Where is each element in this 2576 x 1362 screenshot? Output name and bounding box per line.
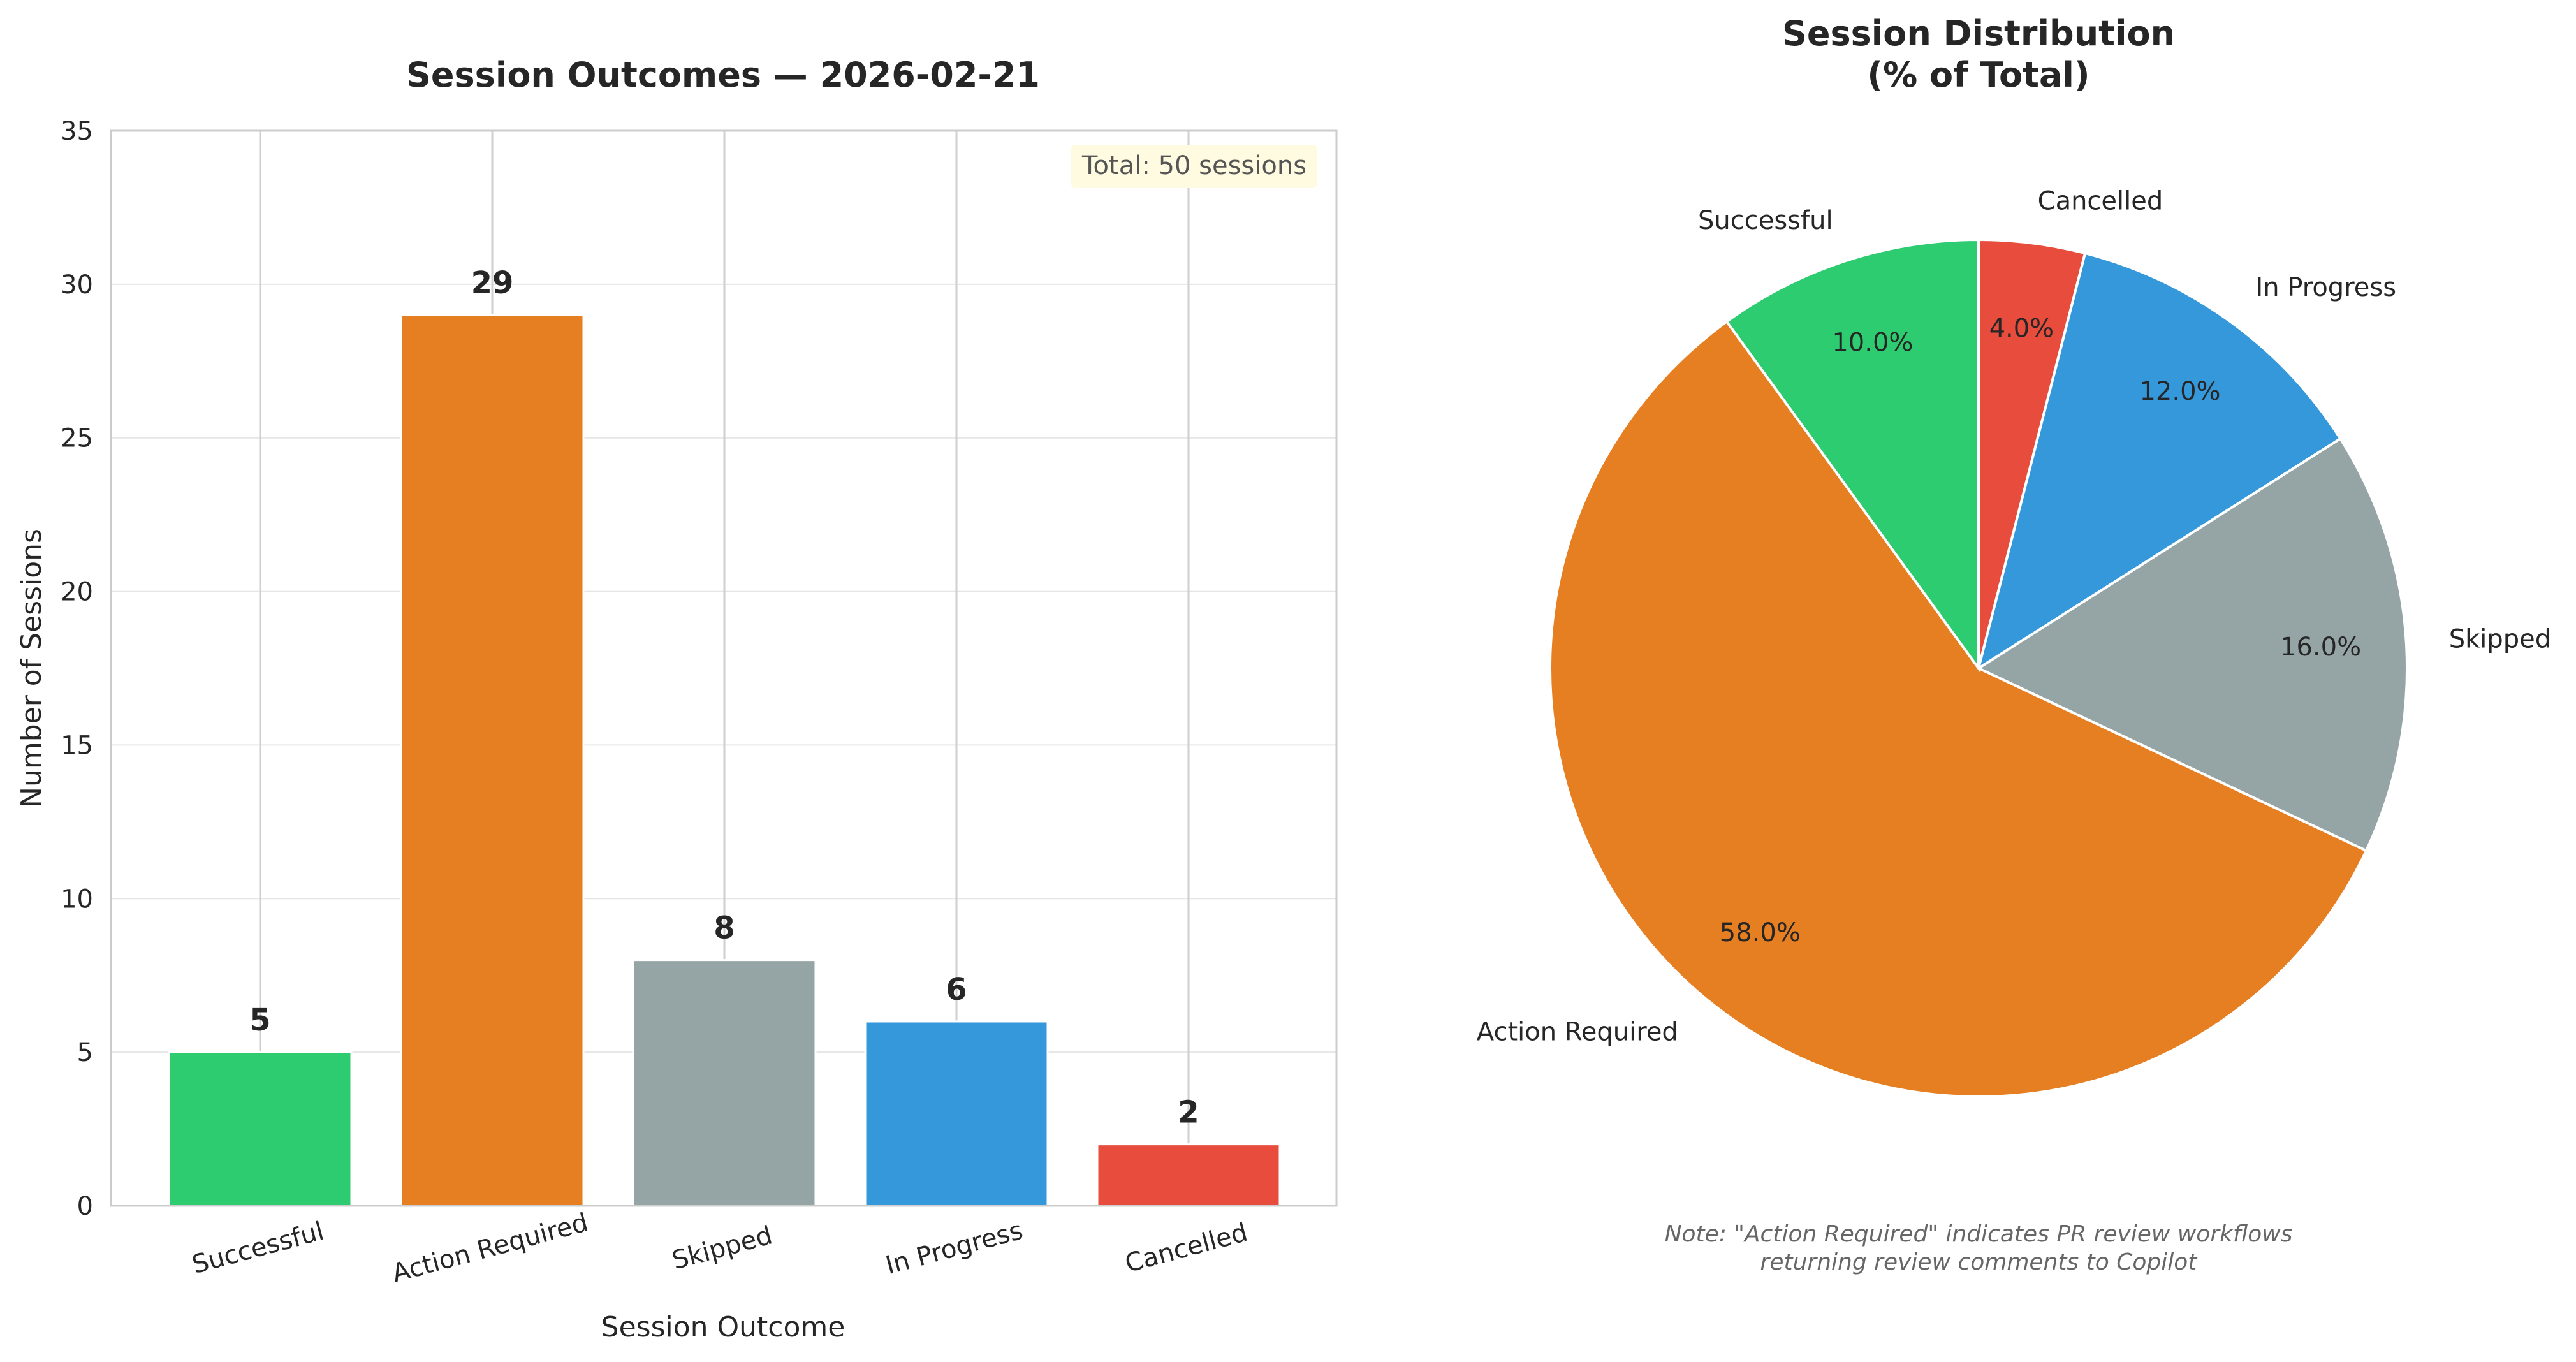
- x-tick-label-action-required: Action Required: [389, 1208, 591, 1288]
- pie-category-label-successful: Successful: [1698, 206, 1833, 235]
- pie-percent-label-cancelled: 4.0%: [1989, 314, 2054, 344]
- pie-chart-slices: [1549, 238, 2408, 1098]
- bar-cancelled: [1096, 1143, 1281, 1207]
- y-tick-label: 20: [61, 578, 93, 607]
- bar-chart-title: Session Outcomes — 2026-02-21: [406, 55, 1040, 95]
- bar-chart-panel: Session Outcomes — 2026-02-21 5 29 8 6 2 0 5 1…: [15, 55, 1338, 1344]
- y-tick-label: 5: [77, 1038, 93, 1067]
- pie-chart-note-line-2: returning review comments to Copilot: [1760, 1249, 2199, 1275]
- pie-percent-label-successful: 10.0%: [1832, 328, 1913, 358]
- x-tick-label-successful: Successful: [189, 1217, 327, 1280]
- bar-value-label-skipped: 8: [714, 911, 735, 946]
- pie-category-label-action-required: Action Required: [1477, 1018, 1678, 1047]
- x-tick-label-cancelled: Cancelled: [1122, 1218, 1251, 1278]
- total-annotation: Total: 50 sessions: [1071, 145, 1317, 188]
- pie-chart-note-line-1: Note: "Action Required" indicates PR rev…: [1665, 1221, 2293, 1247]
- y-tick-label: 35: [61, 117, 93, 146]
- bar-chart-plot-frame: [110, 129, 1338, 1207]
- bar-chart-bars: [168, 314, 1281, 1207]
- bar-successful: [168, 1051, 353, 1207]
- y-tick-label: 15: [61, 731, 93, 760]
- bar-chart-x-axis-label: Session Outcome: [601, 1311, 845, 1344]
- pie-percent-label-action-required: 58.0%: [1720, 918, 1801, 948]
- bar-chart-value-labels: 5 29 8 6 2: [249, 265, 1199, 1131]
- pie-slice-in-progress: [1976, 251, 2343, 671]
- pie-slice-skipped: [1975, 437, 2408, 853]
- bar-value-label-in-progress: 6: [946, 972, 967, 1007]
- bar-chart-y-axis-label: Number of Sessions: [15, 529, 48, 808]
- pie-chart-category-labels: Cancelled In Progress Skipped Action Requir…: [1477, 187, 2551, 1047]
- bar-value-label-successful: 5: [249, 1002, 270, 1038]
- x-tick-label-in-progress: In Progress: [882, 1216, 1026, 1281]
- pie-chart-percent-labels: 4.0% 12.0% 16.0% 58.0% 10.0%: [1720, 314, 2361, 948]
- bar-value-label-action-required: 29: [471, 265, 514, 301]
- x-tick-label-skipped: Skipped: [669, 1220, 775, 1275]
- y-tick-label: 0: [77, 1192, 93, 1221]
- bar-action-required: [400, 314, 585, 1207]
- y-tick-label: 25: [61, 424, 93, 453]
- pie-chart-title-line-1: Session Distribution: [1782, 13, 2175, 54]
- pie-slice-successful: [1725, 238, 1980, 673]
- bar-chart-x-tick-labels: Successful Action Required Skipped In Progr…: [189, 1208, 1251, 1288]
- bar-value-label-cancelled: 2: [1178, 1095, 1199, 1131]
- bar-in-progress: [864, 1020, 1049, 1207]
- pie-category-label-skipped: Skipped: [2449, 625, 2551, 654]
- y-tick-label: 30: [61, 270, 93, 300]
- bar-chart-y-tick-labels: 0 5 10 15 20 25 30 35: [61, 117, 93, 1221]
- pie-percent-label-skipped: 16.0%: [2280, 633, 2361, 662]
- pie-chart-panel: Session Distribution (% of Total) 4.0% 12…: [1477, 13, 2551, 1275]
- pie-category-label-cancelled: Cancelled: [2038, 187, 2163, 216]
- pie-percent-label-in-progress: 12.0%: [2139, 377, 2220, 406]
- bar-skipped: [632, 959, 817, 1207]
- pie-category-label-in-progress: In Progress: [2255, 273, 2396, 302]
- pie-chart-title-line-2: (% of Total): [1867, 55, 2089, 95]
- total-annotation-text: Total: 50 sessions: [1081, 151, 1306, 180]
- pie-slice-action-required: [1549, 319, 2368, 1098]
- y-tick-label: 10: [61, 884, 93, 914]
- total-annotation-box: [1071, 145, 1317, 188]
